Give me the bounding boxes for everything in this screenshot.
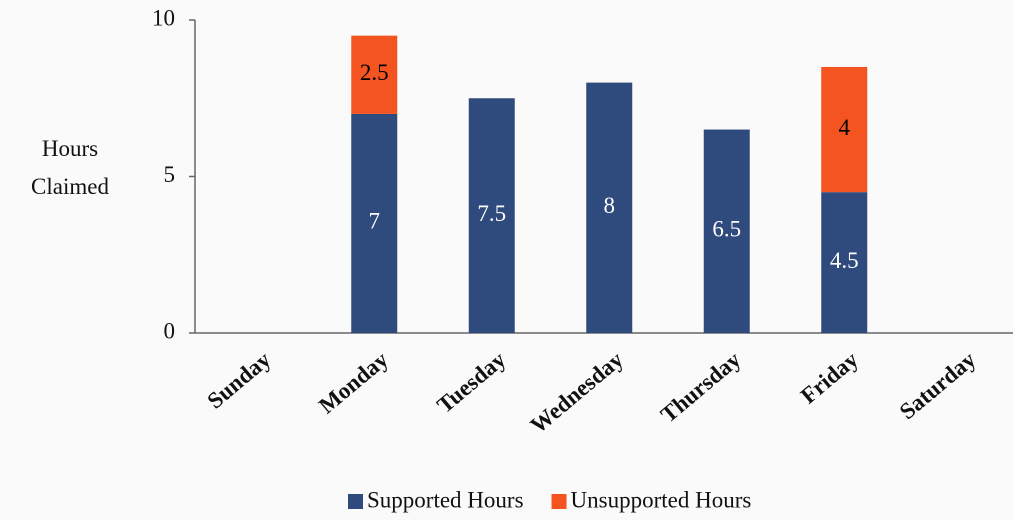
legend-label: Supported Hours <box>367 487 524 512</box>
x-tick-label: Saturday <box>895 346 981 424</box>
x-tick-label: Tuesday <box>432 346 510 418</box>
y-axis-label: Hours Claimed <box>31 136 109 199</box>
y-tick-label: 10 <box>152 5 175 30</box>
bar-segment <box>821 192 868 333</box>
x-tick-label: Monday <box>314 346 393 418</box>
data-label: 4 <box>839 115 851 140</box>
x-tick-label: Wednesday <box>526 346 629 438</box>
bar-segment <box>703 129 750 333</box>
bar-segment <box>821 66 868 193</box>
bar-segment <box>468 98 515 333</box>
x-tick-label: Thursday <box>656 346 746 427</box>
data-label: 7 <box>369 209 381 234</box>
data-label: 7.5 <box>477 201 506 226</box>
data-label: 2.5 <box>360 60 389 85</box>
data-label: 4.5 <box>830 248 859 273</box>
data-label: 6.5 <box>712 217 741 242</box>
bar-segment <box>351 35 398 114</box>
y-tick-label: 5 <box>164 162 176 187</box>
data-label: 8 <box>604 193 616 218</box>
bar-segment <box>586 82 633 333</box>
x-tick-label: Sunday <box>202 346 275 413</box>
y-tick-label: 0 <box>164 318 176 343</box>
bar-segment <box>351 113 398 334</box>
legend-swatch <box>551 494 567 509</box>
legend-swatch <box>348 494 363 509</box>
legend-label: Unsupported Hours <box>571 487 752 512</box>
x-tick-label: Friday <box>796 346 863 408</box>
